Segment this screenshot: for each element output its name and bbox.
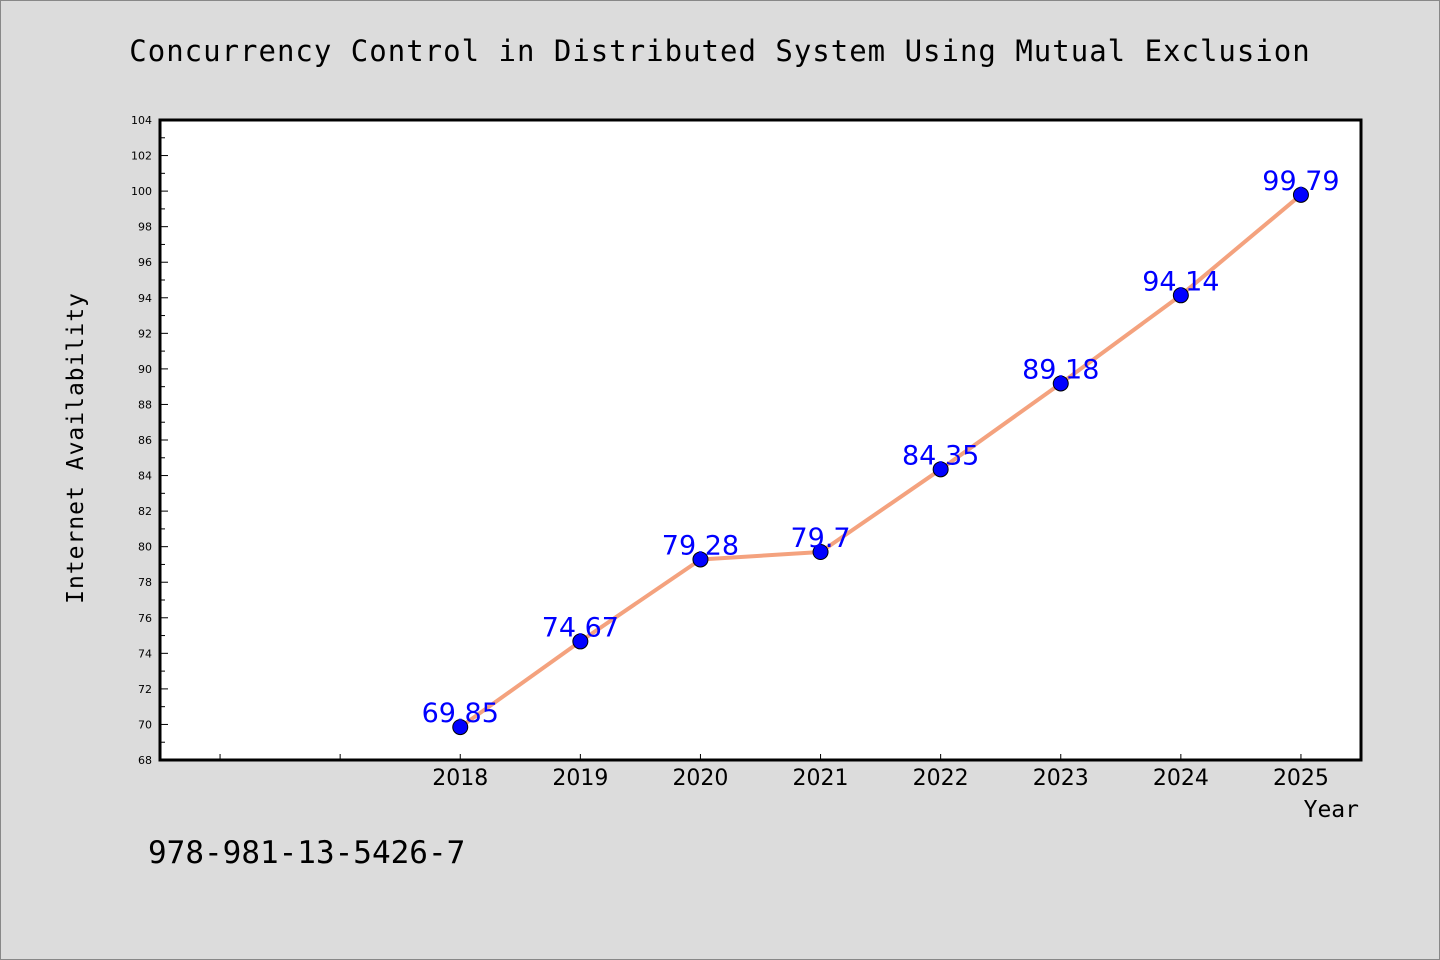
y-tick-label: 74 xyxy=(138,647,152,660)
data-label: 84.35 xyxy=(902,440,979,471)
y-tick-label: 100 xyxy=(131,185,152,198)
data-point xyxy=(1052,375,1069,392)
data-label: 99.79 xyxy=(1262,166,1339,197)
chart-title: Concurrency Control in Distributed Syste… xyxy=(129,34,1311,68)
x-tick-label: 2021 xyxy=(793,766,849,791)
x-tick-label: 2024 xyxy=(1153,766,1209,791)
y-tick-label: 104 xyxy=(131,114,152,127)
y-tick-label: 88 xyxy=(138,398,152,411)
y-tick-label: 96 xyxy=(138,256,152,269)
y-axis: 68 70 72 74 76 78 80 82 84 86 88 90 92 94 96 98 100 102 10… xyxy=(131,114,168,767)
y-tick-label: 68 xyxy=(138,754,152,767)
data-point xyxy=(812,544,829,560)
y-tick-label: 72 xyxy=(138,683,152,696)
y-tick-label: 80 xyxy=(138,541,152,554)
y-tick-label: 92 xyxy=(138,327,152,340)
x-tick-label: 2020 xyxy=(672,766,728,791)
data-point xyxy=(932,461,949,478)
y-tick-label: 76 xyxy=(138,612,152,625)
y-tick-label: 78 xyxy=(138,576,152,589)
data-point xyxy=(1292,186,1309,203)
y-tick-label: 98 xyxy=(138,221,152,234)
x-tick-label: 2025 xyxy=(1273,766,1329,791)
y-tick-label: 86 xyxy=(138,434,152,447)
y-tick-label: 84 xyxy=(138,470,152,483)
data-label: 79.28 xyxy=(662,530,739,561)
data-point xyxy=(452,719,469,736)
x-tick-label: 2023 xyxy=(1033,766,1089,791)
footer-isbn: 978-981-13-5426-7 xyxy=(148,835,466,871)
data-labels: 69.85 74.67 79.28 79.7 84.35 89.18 94.14 99.79 xyxy=(422,166,1340,729)
x-tick-label: 2019 xyxy=(552,766,608,791)
y-tick-label: 70 xyxy=(138,718,152,731)
x-axis: 2018 2019 2020 2021 2022 2023 2024 2025 xyxy=(219,754,1329,791)
plot-frame xyxy=(158,118,1363,762)
series-line xyxy=(459,193,1303,729)
data-point xyxy=(692,551,709,568)
series-markers xyxy=(452,186,1309,736)
y-tick-label: 94 xyxy=(138,292,152,305)
x-tick-label: 2018 xyxy=(432,766,488,791)
plot-area xyxy=(160,120,1361,760)
data-point xyxy=(572,633,589,650)
data-label: 89.18 xyxy=(1022,354,1099,385)
data-label: 94.14 xyxy=(1142,266,1219,297)
data-point xyxy=(1172,287,1189,304)
data-label: 69.85 xyxy=(422,698,499,729)
y-tick-label: 82 xyxy=(138,505,152,518)
y-tick-label: 90 xyxy=(138,363,152,376)
y-tick-label: 102 xyxy=(131,150,152,163)
x-axis-title: Year xyxy=(1303,797,1359,823)
x-tick-label: 2022 xyxy=(913,766,969,791)
data-label: 74.67 xyxy=(542,612,619,643)
data-label: 79.7 xyxy=(790,523,850,554)
